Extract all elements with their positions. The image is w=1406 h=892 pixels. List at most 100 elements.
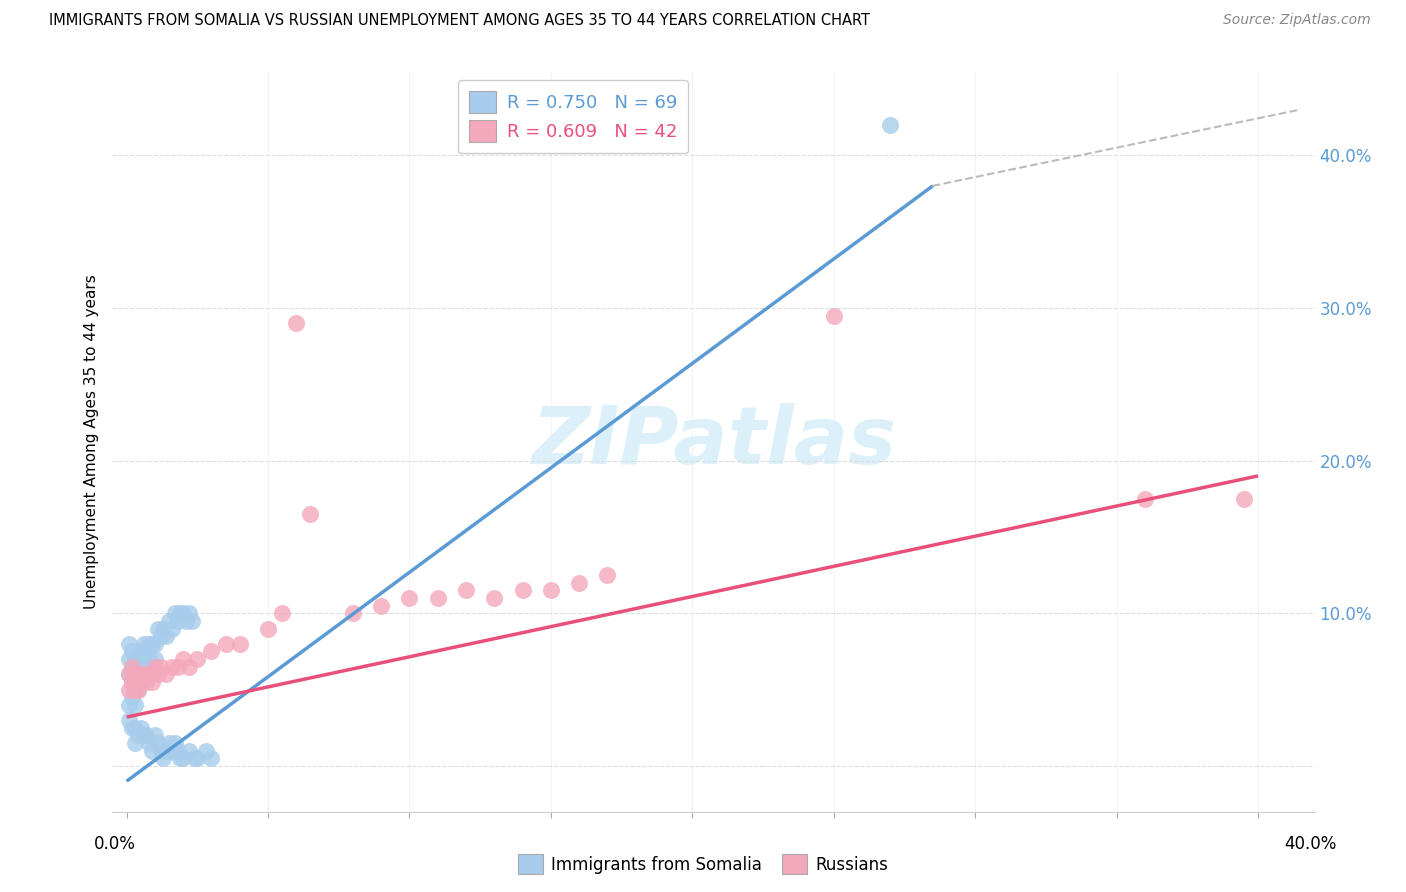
Point bbox=[127, 728, 149, 742]
Point bbox=[1233, 491, 1256, 506]
Point bbox=[124, 667, 146, 681]
Point bbox=[143, 728, 166, 742]
Point bbox=[568, 575, 591, 590]
Point bbox=[124, 667, 146, 681]
Point bbox=[129, 675, 152, 690]
Point bbox=[121, 644, 143, 658]
Point bbox=[118, 713, 141, 727]
Point bbox=[512, 583, 534, 598]
Point bbox=[160, 659, 183, 673]
Point bbox=[132, 667, 155, 681]
Point bbox=[124, 698, 146, 712]
Point bbox=[124, 682, 146, 697]
Point bbox=[1133, 491, 1156, 506]
Text: ZIPatlas: ZIPatlas bbox=[531, 402, 896, 481]
Point bbox=[285, 316, 308, 330]
Point bbox=[257, 622, 280, 636]
Point bbox=[169, 751, 191, 765]
Point bbox=[596, 568, 619, 582]
Point bbox=[141, 637, 163, 651]
Legend: Immigrants from Somalia, Russians: Immigrants from Somalia, Russians bbox=[512, 847, 894, 881]
Point bbox=[426, 591, 449, 605]
Point bbox=[155, 744, 177, 758]
Point bbox=[135, 659, 157, 673]
Point bbox=[172, 751, 194, 765]
Y-axis label: Unemployment Among Ages 35 to 44 years: Unemployment Among Ages 35 to 44 years bbox=[83, 274, 98, 609]
Point bbox=[124, 652, 146, 666]
Point bbox=[879, 118, 901, 132]
Point bbox=[118, 667, 141, 681]
Point bbox=[160, 744, 183, 758]
Point bbox=[118, 637, 141, 651]
Point bbox=[127, 652, 149, 666]
Point bbox=[132, 652, 155, 666]
Point bbox=[200, 644, 222, 658]
Point bbox=[229, 637, 252, 651]
Point bbox=[540, 583, 562, 598]
Point bbox=[454, 583, 477, 598]
Point bbox=[138, 652, 160, 666]
Point bbox=[169, 607, 191, 621]
Point bbox=[180, 614, 202, 628]
Point bbox=[172, 652, 194, 666]
Point bbox=[132, 637, 155, 651]
Point bbox=[155, 629, 177, 643]
Point bbox=[160, 622, 183, 636]
Point bbox=[127, 682, 149, 697]
Point bbox=[166, 659, 188, 673]
Text: IMMIGRANTS FROM SOMALIA VS RUSSIAN UNEMPLOYMENT AMONG AGES 35 TO 44 YEARS CORREL: IMMIGRANTS FROM SOMALIA VS RUSSIAN UNEMP… bbox=[49, 13, 870, 29]
Point bbox=[121, 721, 143, 735]
Point bbox=[166, 614, 188, 628]
Point bbox=[129, 721, 152, 735]
Point bbox=[370, 599, 392, 613]
Point bbox=[823, 309, 845, 323]
Point bbox=[135, 675, 157, 690]
Point bbox=[163, 736, 186, 750]
Point bbox=[135, 644, 157, 658]
Point bbox=[157, 736, 180, 750]
Point bbox=[118, 682, 141, 697]
Text: Source: ZipAtlas.com: Source: ZipAtlas.com bbox=[1223, 13, 1371, 28]
Point bbox=[138, 736, 160, 750]
Point bbox=[124, 721, 146, 735]
Point bbox=[163, 607, 186, 621]
Point bbox=[398, 591, 420, 605]
Point bbox=[129, 644, 152, 658]
Point bbox=[143, 659, 166, 673]
Point bbox=[127, 667, 149, 681]
Point bbox=[127, 667, 149, 681]
Point bbox=[172, 607, 194, 621]
Text: 40.0%: 40.0% bbox=[1284, 835, 1337, 853]
Point bbox=[121, 659, 143, 673]
Point bbox=[149, 629, 172, 643]
Point bbox=[118, 698, 141, 712]
Point bbox=[121, 675, 143, 690]
Text: 0.0%: 0.0% bbox=[94, 835, 136, 853]
Point bbox=[183, 751, 205, 765]
Point bbox=[194, 744, 217, 758]
Point bbox=[124, 682, 146, 697]
Point bbox=[214, 637, 236, 651]
Point bbox=[121, 659, 143, 673]
Point bbox=[177, 607, 200, 621]
Point bbox=[149, 659, 172, 673]
Point bbox=[157, 614, 180, 628]
Point bbox=[149, 744, 172, 758]
Point bbox=[118, 667, 141, 681]
Point bbox=[121, 690, 143, 705]
Point bbox=[174, 614, 197, 628]
Point bbox=[138, 637, 160, 651]
Point bbox=[342, 607, 364, 621]
Point bbox=[129, 667, 152, 681]
Point bbox=[124, 736, 146, 750]
Point bbox=[166, 744, 188, 758]
Point bbox=[152, 751, 174, 765]
Point bbox=[138, 667, 160, 681]
Point bbox=[121, 675, 143, 690]
Point bbox=[155, 667, 177, 681]
Point bbox=[143, 637, 166, 651]
Point bbox=[177, 659, 200, 673]
Point bbox=[484, 591, 506, 605]
Legend: R = 0.750   N = 69, R = 0.609   N = 42: R = 0.750 N = 69, R = 0.609 N = 42 bbox=[458, 80, 688, 153]
Point bbox=[132, 667, 155, 681]
